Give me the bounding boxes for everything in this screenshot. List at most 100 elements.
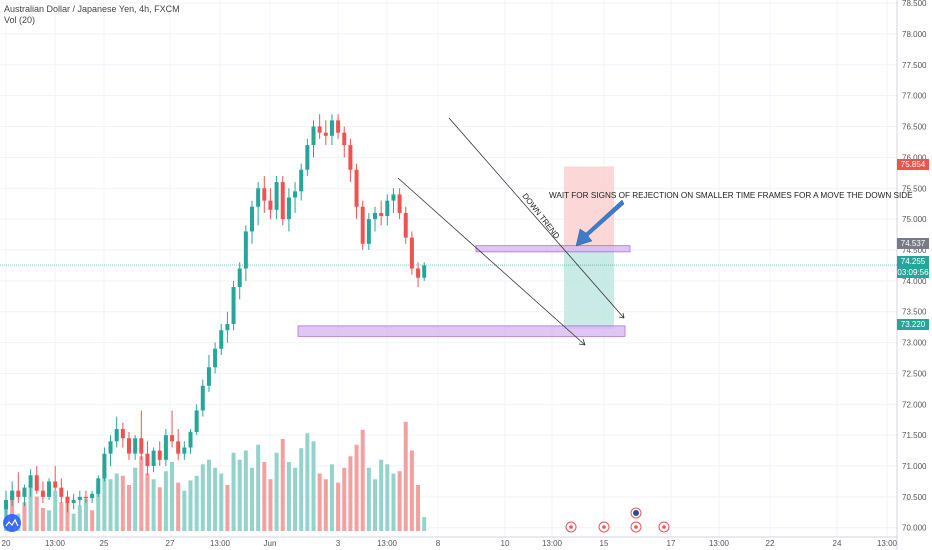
trend-arrow-head	[618, 312, 625, 319]
candle-body	[262, 188, 267, 201]
y-tick-label: 76.500	[902, 123, 927, 132]
volume-bar	[59, 502, 64, 531]
volume-bar	[336, 482, 341, 531]
volume-bar	[397, 471, 402, 531]
candle-body	[311, 126, 316, 146]
candle-body	[373, 212, 377, 220]
x-tick-label: 15	[600, 539, 609, 548]
candle-body	[28, 475, 33, 488]
volume-bar	[108, 479, 113, 531]
candle-body	[96, 478, 101, 494]
volume-bar	[262, 462, 267, 531]
candle-body	[385, 200, 390, 217]
candle-body	[163, 435, 168, 460]
candle-body	[366, 219, 371, 244]
volume-bar	[379, 459, 384, 531]
candle-body	[305, 145, 310, 170]
candle-body	[71, 499, 76, 504]
tradingview-logo-mark	[5, 518, 19, 527]
resistance-zone	[475, 245, 631, 253]
candle-body	[323, 132, 328, 136]
y-tick-label: 76.000	[902, 153, 927, 162]
y-tick-label: 73.000	[902, 339, 927, 348]
x-tick-label: Jun	[264, 539, 277, 548]
candle-body	[206, 367, 211, 386]
volume-bar	[231, 452, 236, 531]
stop-price-tag: 73.220	[897, 319, 929, 330]
trend-line-upper	[448, 117, 625, 319]
volume-bar	[114, 473, 119, 531]
x-tick-label: 27	[166, 539, 175, 548]
volume-bar	[145, 473, 150, 531]
candle-body	[34, 475, 39, 491]
volume-bar	[225, 485, 230, 531]
x-tick-label: 22	[766, 539, 775, 548]
volume-bar	[65, 496, 70, 531]
volume-bar	[40, 508, 45, 531]
candle-body	[268, 200, 273, 210]
countdown-tag: 03:09:56	[897, 267, 929, 278]
candle-body	[151, 450, 156, 467]
candle-body	[200, 385, 205, 411]
volume-bar	[409, 450, 414, 531]
candle-body	[243, 231, 248, 269]
x-tick-label: 10	[501, 539, 510, 548]
entry-price-tag: 74.537	[897, 238, 929, 249]
volume-bar	[77, 505, 82, 531]
y-tick-label: 74.000	[902, 277, 927, 286]
callout-text: WAIT FOR SIGNS OF REJECTION ON SMALLER T…	[549, 191, 913, 200]
candle-body	[10, 490, 15, 500]
volume-bar	[206, 459, 211, 531]
candle-body	[114, 428, 119, 442]
trend-line-lower	[397, 177, 586, 346]
candle-body	[397, 194, 402, 213]
x-tick-label: 13:00	[709, 539, 730, 548]
candle-body	[286, 197, 291, 220]
volume-bar	[422, 517, 427, 531]
volume-bar	[213, 467, 218, 531]
candle-body	[127, 438, 131, 454]
volume-label: Vol (20)	[4, 15, 36, 25]
volume-bar	[342, 467, 347, 531]
volume-bar	[102, 467, 107, 531]
candle-body	[139, 438, 144, 454]
candle-body	[4, 499, 8, 510]
candle-body	[90, 493, 95, 499]
volume-bar	[163, 471, 168, 531]
callout-arrow	[575, 199, 625, 247]
candle-body	[219, 330, 224, 349]
candle-body	[354, 169, 359, 207]
volume-bar	[293, 467, 298, 531]
candle-body	[250, 206, 254, 232]
volume-bar	[348, 456, 353, 531]
volume-bar	[243, 450, 248, 531]
y-tick-label: 70.500	[902, 493, 927, 502]
event-marker-dot	[569, 525, 573, 529]
candle-body	[170, 435, 175, 442]
volume-bar	[53, 490, 58, 531]
candle-body	[403, 212, 408, 238]
y-tick-label: 77.000	[902, 92, 927, 101]
volume-bar	[83, 498, 88, 531]
candle-body	[293, 191, 298, 198]
y-tick-label: 73.500	[902, 308, 927, 317]
candle-body	[176, 441, 181, 454]
candle-body	[348, 145, 353, 170]
volume-bar	[157, 487, 162, 531]
x-tick-label: 13:00	[542, 539, 563, 548]
volume-bar	[22, 502, 27, 531]
x-tick-label: 13:00	[210, 539, 231, 548]
candle-body	[16, 490, 21, 497]
x-tick-label: 25	[100, 539, 109, 548]
volume-bar	[71, 513, 76, 531]
volume-bar	[280, 439, 285, 531]
x-tick-label: 13:00	[877, 539, 898, 548]
volume-bar	[151, 479, 156, 531]
candle-body	[145, 453, 150, 467]
candle-body	[422, 265, 427, 278]
volume-bar	[139, 456, 144, 531]
candle-body	[329, 120, 334, 136]
volume-bar	[188, 480, 193, 531]
